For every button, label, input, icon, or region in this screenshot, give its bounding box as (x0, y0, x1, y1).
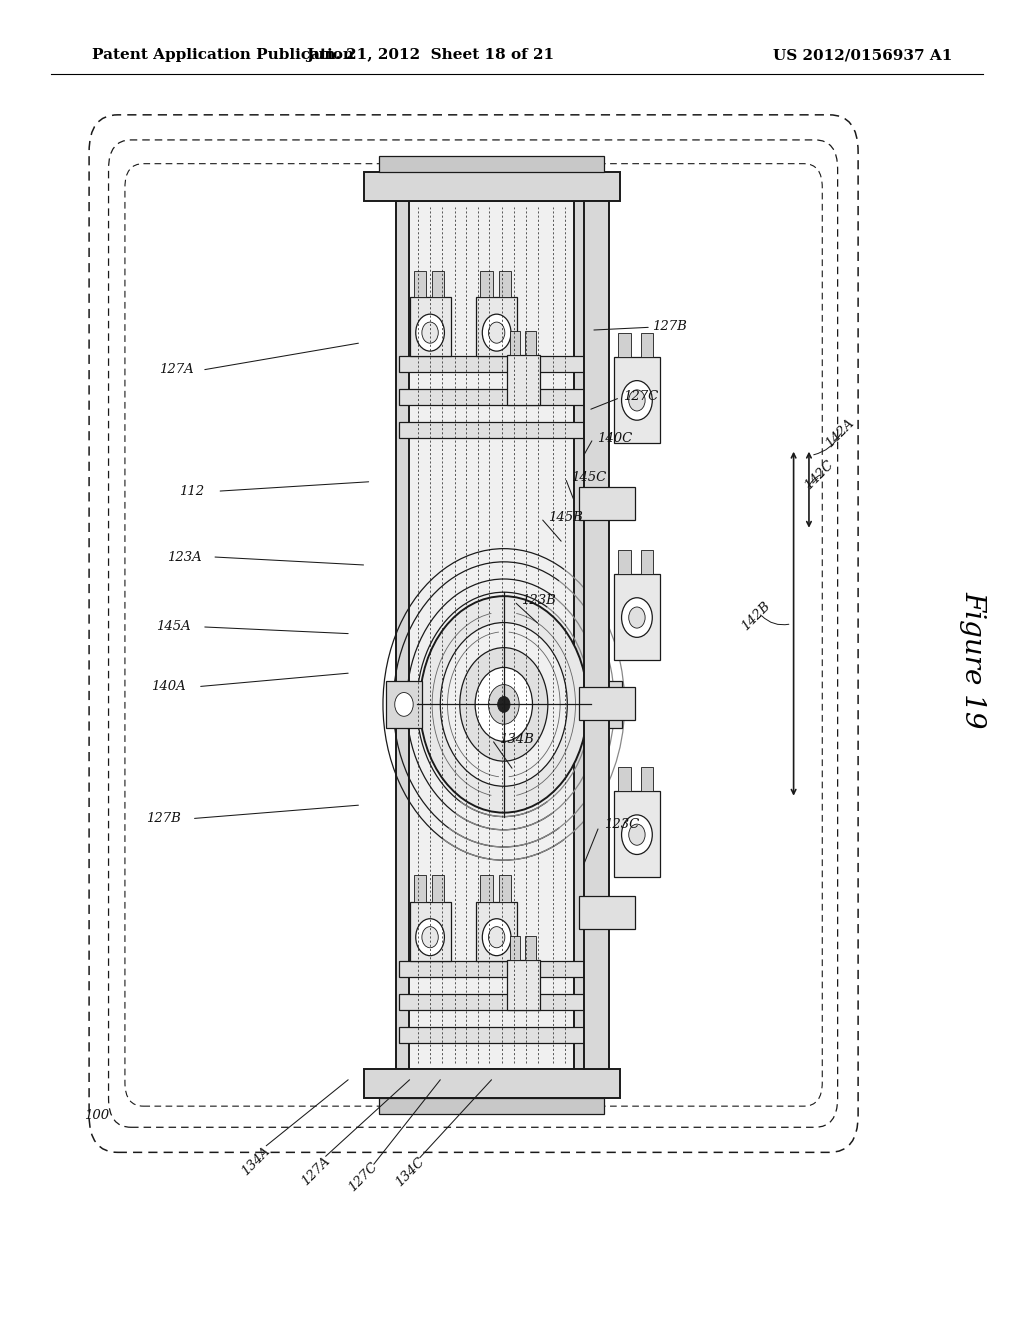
Bar (641, 767, 653, 791)
Bar (618, 767, 631, 791)
Bar (525, 936, 536, 960)
Text: 140C: 140C (597, 432, 632, 445)
Circle shape (422, 322, 438, 343)
Bar (399, 389, 584, 405)
Circle shape (475, 668, 532, 742)
Bar (507, 355, 540, 405)
Bar (525, 331, 536, 355)
Circle shape (488, 927, 505, 948)
Bar (507, 960, 540, 1010)
Bar (414, 875, 426, 902)
Bar (499, 875, 511, 902)
Bar (404, 201, 579, 1069)
Bar (399, 422, 584, 438)
Text: 145A: 145A (156, 620, 190, 634)
Circle shape (488, 322, 505, 343)
Bar (618, 333, 631, 356)
Bar (432, 875, 444, 902)
Bar (399, 356, 584, 372)
Circle shape (596, 693, 614, 717)
Circle shape (622, 380, 652, 420)
Circle shape (420, 597, 588, 813)
Bar (410, 902, 451, 961)
Circle shape (482, 314, 511, 351)
Bar (410, 297, 451, 356)
Bar (614, 574, 660, 660)
Circle shape (629, 824, 645, 845)
Bar (379, 1098, 604, 1114)
Text: US 2012/0156937 A1: US 2012/0156937 A1 (773, 49, 952, 62)
Text: 127A: 127A (159, 363, 194, 376)
Text: 145B: 145B (548, 511, 583, 524)
Bar (584, 201, 609, 1069)
Bar (588, 681, 622, 729)
Text: 145C: 145C (571, 471, 606, 484)
Bar (476, 297, 517, 356)
Circle shape (422, 927, 438, 948)
Text: 127B: 127B (146, 812, 181, 825)
Text: 140A: 140A (152, 680, 186, 693)
Bar (614, 791, 660, 876)
Circle shape (416, 919, 444, 956)
Text: 123C: 123C (604, 818, 639, 832)
Text: 112: 112 (179, 484, 205, 498)
Bar (641, 333, 653, 356)
Bar (579, 896, 635, 929)
Text: 134A: 134A (240, 1144, 272, 1179)
Bar (480, 271, 493, 297)
Circle shape (440, 623, 567, 787)
Text: 134C: 134C (392, 1155, 427, 1189)
Circle shape (488, 685, 519, 725)
Text: 142A: 142A (823, 416, 856, 450)
Bar (641, 550, 653, 574)
Bar (618, 550, 631, 574)
Text: 134B: 134B (499, 733, 534, 746)
Bar (579, 688, 635, 721)
Bar (510, 936, 520, 960)
Text: Patent Application Publication: Patent Application Publication (92, 49, 354, 62)
Bar (414, 271, 426, 297)
Text: 127B: 127B (652, 319, 687, 333)
Bar (476, 902, 517, 961)
Text: Jun. 21, 2012  Sheet 18 of 21: Jun. 21, 2012 Sheet 18 of 21 (306, 49, 554, 62)
Bar (510, 331, 520, 355)
Bar (614, 356, 660, 442)
Circle shape (622, 598, 652, 638)
Bar (579, 487, 635, 520)
Text: 142C: 142C (802, 458, 837, 492)
Circle shape (482, 919, 511, 956)
Bar (574, 201, 587, 1069)
Bar (396, 201, 409, 1069)
Circle shape (460, 648, 548, 762)
Circle shape (629, 389, 645, 411)
Circle shape (416, 314, 444, 351)
Text: 127C: 127C (623, 389, 657, 403)
Text: 123A: 123A (167, 550, 202, 564)
Bar (386, 681, 422, 729)
Text: 142B: 142B (738, 599, 773, 634)
Bar (399, 994, 584, 1010)
Bar (399, 1027, 584, 1043)
Text: 127A: 127A (299, 1154, 332, 1188)
Circle shape (395, 693, 414, 717)
Text: 100: 100 (84, 1109, 110, 1122)
Circle shape (629, 607, 645, 628)
Circle shape (622, 814, 652, 854)
Bar (432, 271, 444, 297)
Bar (364, 172, 620, 201)
Bar (499, 271, 511, 297)
Bar (480, 875, 493, 902)
Text: 123B: 123B (521, 594, 556, 607)
Circle shape (498, 697, 510, 713)
Bar (379, 156, 604, 172)
Text: 127C: 127C (346, 1160, 381, 1195)
Text: Figure 19: Figure 19 (959, 591, 986, 729)
Bar (399, 961, 584, 977)
Bar (364, 1069, 620, 1098)
